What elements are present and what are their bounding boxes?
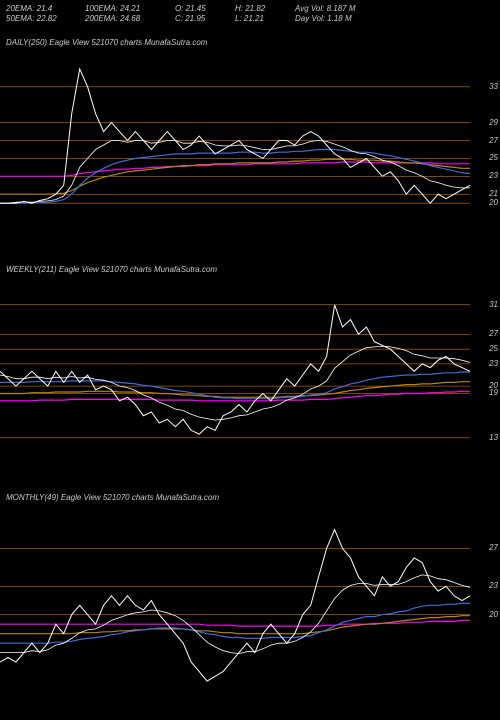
chart-container: 20EMA: 21.4100EMA: 24.21O: 21.45H: 21.82… xyxy=(0,0,500,720)
chart-svg xyxy=(0,0,500,705)
series-line xyxy=(0,530,470,682)
